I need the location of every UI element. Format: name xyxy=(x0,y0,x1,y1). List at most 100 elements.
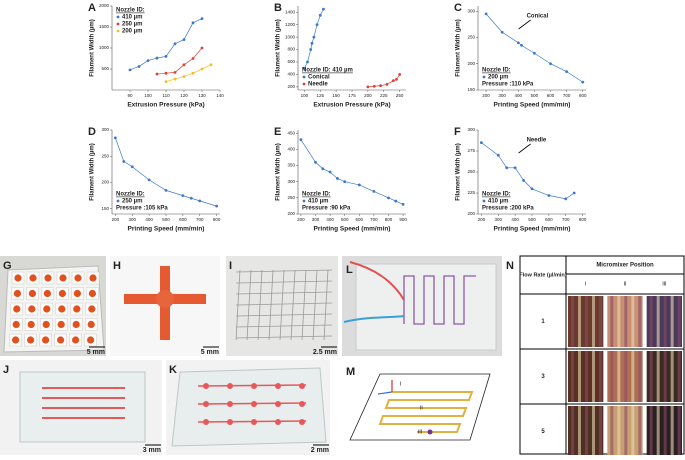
x-tick-label: 700 xyxy=(563,93,571,98)
legend-title: Nozzle ID: xyxy=(116,8,145,14)
x-tick-label: 125 xyxy=(316,93,324,98)
node xyxy=(227,383,233,389)
drop xyxy=(72,320,80,329)
stripe xyxy=(617,406,621,457)
stripe xyxy=(578,296,581,347)
x-tick-label: 200 xyxy=(112,217,120,222)
stripe xyxy=(571,351,574,402)
drop xyxy=(87,336,95,344)
x-tick-label: 250 xyxy=(396,93,404,98)
data-point xyxy=(572,191,576,195)
x-axis-label: Printing Speed (mm/min) xyxy=(494,226,571,233)
x-tick-label: 500 xyxy=(162,217,170,222)
scale-label: 5 mm xyxy=(201,349,219,356)
stripe xyxy=(670,351,674,402)
legend-title: Nozzle ID: 410 µm xyxy=(302,68,353,74)
x-tick-label: 300 xyxy=(498,93,506,98)
node xyxy=(203,383,209,389)
lattice-line xyxy=(257,269,263,341)
x-tick-label: 400 xyxy=(145,217,153,222)
lattice-line xyxy=(235,335,333,339)
y-axis-label: Filament Width (µm) xyxy=(456,143,462,200)
drop xyxy=(73,289,81,298)
scale-label: 3 mm xyxy=(143,447,161,454)
stripe xyxy=(649,296,653,347)
y-tick-label: 200 xyxy=(467,61,475,66)
drop xyxy=(89,274,97,282)
data-point xyxy=(164,55,168,58)
stripe xyxy=(592,296,595,347)
y-axis-label: Filament Width (µm) xyxy=(90,19,96,76)
legend-marker xyxy=(116,15,120,19)
x-tick-label: 200 xyxy=(478,217,486,222)
y-tick-label: 200 xyxy=(287,211,295,216)
data-point xyxy=(215,204,219,208)
legend-marker xyxy=(116,199,120,203)
row-label: 3 xyxy=(541,374,545,380)
panel-label: J xyxy=(3,364,9,376)
x-tick-label: 700 xyxy=(196,217,204,222)
x-tick-label: 300 xyxy=(494,217,502,222)
channel xyxy=(378,391,474,433)
data-point xyxy=(366,85,370,89)
data-point xyxy=(387,196,390,200)
data-point xyxy=(530,187,534,191)
drop xyxy=(58,305,66,313)
y-tick-label: 150 xyxy=(467,87,475,92)
data-point xyxy=(164,71,168,75)
stripe xyxy=(663,351,667,402)
data-point xyxy=(398,73,402,76)
stripe xyxy=(592,406,595,457)
stripe xyxy=(585,351,588,402)
legend-marker xyxy=(302,199,306,203)
data-point xyxy=(321,167,325,171)
data-point xyxy=(189,196,193,200)
stripe xyxy=(638,406,642,457)
legend-title: Nozzle ID: xyxy=(302,192,331,198)
data-point xyxy=(299,138,303,142)
y-axis-label: Filament Width (µm) xyxy=(456,19,462,76)
annotation-arrow xyxy=(518,143,531,154)
data-point xyxy=(343,180,347,184)
outlet xyxy=(427,429,433,435)
legend-note: Pressure :105 kPa xyxy=(116,206,168,212)
drop xyxy=(44,274,52,282)
legend-label: 200 µm xyxy=(488,75,508,81)
stripe xyxy=(663,406,667,457)
scale-label: 5 mm xyxy=(87,349,105,356)
x-tick-label: 600 xyxy=(179,217,187,222)
stripe xyxy=(670,296,674,347)
data-point xyxy=(516,41,520,45)
data-point xyxy=(173,77,177,81)
stripe xyxy=(599,351,602,402)
x-tick-label: 400 xyxy=(326,217,334,222)
y-tick-label: 250 xyxy=(467,35,475,40)
x-tick-label: 700 xyxy=(562,217,570,222)
y-tick-label: 300 xyxy=(467,8,475,13)
y-tick-label: 400 xyxy=(287,72,295,77)
data-point xyxy=(479,141,483,145)
legend-note: Pressure :200 kPa xyxy=(482,206,534,212)
y-tick-label: 1500 xyxy=(99,24,110,29)
data-point xyxy=(312,35,316,39)
x-axis-label: Extrusion Pressure (kPa) xyxy=(127,102,204,109)
panel-label: F xyxy=(454,126,461,138)
data-point xyxy=(200,46,204,50)
legend-title: Nozzle ID: xyxy=(116,192,145,198)
stripe xyxy=(649,406,653,457)
data-point xyxy=(581,80,585,84)
data-point xyxy=(130,165,134,169)
data-point xyxy=(122,160,126,163)
stripe xyxy=(578,406,581,457)
x-tick-label: 100 xyxy=(301,93,309,98)
data-point xyxy=(191,21,195,25)
lattice-line xyxy=(235,291,333,295)
trend-line xyxy=(304,8,324,69)
y-tick-label: 250 xyxy=(287,195,295,200)
header: Micromixer Position xyxy=(596,263,654,269)
y-tick-label: 300 xyxy=(101,127,109,132)
x-tick-label: 120 xyxy=(180,93,188,98)
data-point xyxy=(315,23,319,27)
data-point xyxy=(137,65,141,68)
data-point xyxy=(155,72,159,76)
